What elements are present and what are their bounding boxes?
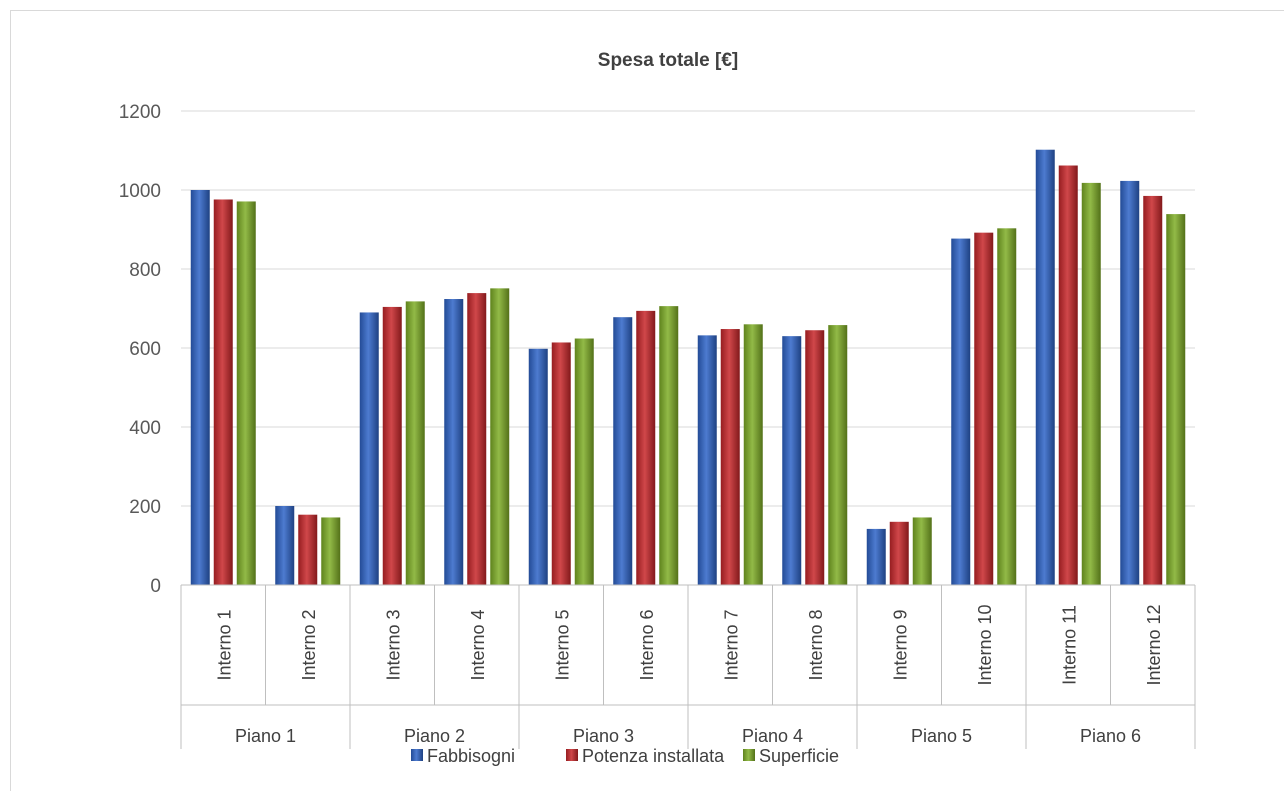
bar-fabbisogni <box>1035 149 1055 585</box>
bar-potenza-installata <box>1143 195 1163 586</box>
y-tick-label: 600 <box>129 339 161 360</box>
bar-fabbisogni <box>444 299 464 585</box>
bar-potenza-installata <box>1058 165 1078 585</box>
bar-superficie <box>828 325 848 585</box>
bar-potenza-installata <box>720 329 740 585</box>
legend-swatch <box>566 749 578 761</box>
y-tick-label: 1000 <box>119 181 161 202</box>
category-label: Interno 5 <box>552 609 572 680</box>
bar-fabbisogni <box>613 317 633 585</box>
bar-superficie <box>236 201 256 585</box>
bar-potenza-installata <box>974 232 994 585</box>
group-label: Piano 4 <box>742 726 803 746</box>
bar-potenza-installata <box>213 199 233 586</box>
bar-fabbisogni <box>866 528 886 585</box>
category-label: Interno 3 <box>383 609 403 680</box>
bar-fabbisogni <box>951 238 971 585</box>
bar-chart: Spesa totale [€] 0 200 400 600 800 1000 1200 I… <box>119 50 1196 766</box>
category-label: Interno 11 <box>1059 605 1079 685</box>
bars <box>190 149 1186 586</box>
y-tick-label: 800 <box>129 260 161 281</box>
bar-potenza-installata <box>636 310 656 585</box>
bar-fabbisogni <box>697 335 717 585</box>
bar-potenza-installata <box>298 514 318 585</box>
bar-superficie <box>321 517 341 585</box>
bar-superficie <box>574 338 594 585</box>
legend-label: Potenza installata <box>582 746 725 766</box>
y-tick-label: 400 <box>129 418 161 439</box>
group-label: Piano 1 <box>235 726 296 746</box>
bar-potenza-installata <box>382 306 402 585</box>
chart-title: Spesa totale [€] <box>598 50 738 71</box>
x-axis: Interno 1 Interno 2 Interno 3 Interno 4 Inte… <box>180 584 1196 749</box>
category-label: Interno 6 <box>637 609 657 680</box>
bar-superficie <box>490 288 510 585</box>
bar-potenza-installata <box>805 330 825 585</box>
bar-fabbisogni <box>528 348 548 585</box>
legend-label: Fabbisogni <box>427 746 515 766</box>
bar-fabbisogni <box>1120 180 1140 586</box>
bar-superficie <box>912 517 932 585</box>
category-label: Interno 8 <box>806 609 826 680</box>
y-tick-label: 200 <box>129 497 161 518</box>
bar-superficie <box>1081 182 1101 585</box>
category-label: Interno 10 <box>975 604 995 685</box>
legend: Fabbisogni Potenza installata Superficie <box>411 746 839 766</box>
bar-potenza-installata <box>889 521 909 585</box>
group-label: Piano 3 <box>573 726 634 746</box>
y-axis-ticks: 0 200 400 600 800 1000 1200 <box>119 102 161 597</box>
bar-potenza-installata <box>467 293 487 585</box>
bar-fabbisogni <box>190 190 210 585</box>
bar-fabbisogni <box>782 336 802 585</box>
bar-superficie <box>405 301 425 585</box>
category-label: Interno 2 <box>299 609 319 680</box>
bar-fabbisogni <box>359 312 379 585</box>
category-label: Interno 4 <box>468 609 488 680</box>
legend-label: Superficie <box>759 746 839 766</box>
category-label: Interno 9 <box>890 609 910 680</box>
gridlines <box>181 110 1195 507</box>
group-label: Piano 6 <box>1080 726 1141 746</box>
chart-frame: Spesa totale [€] 0 200 400 600 800 1000 1200 I… <box>10 10 1284 791</box>
category-label: Interno 1 <box>214 609 234 680</box>
category-label: Interno 7 <box>721 609 741 680</box>
y-tick-label: 0 <box>150 576 161 597</box>
legend-swatch <box>743 749 755 761</box>
bar-superficie <box>997 228 1017 585</box>
legend-swatch <box>411 749 423 761</box>
bar-superficie <box>1166 214 1186 585</box>
bar-superficie <box>743 324 763 585</box>
group-label: Piano 2 <box>404 726 465 746</box>
bar-potenza-installata <box>551 342 571 585</box>
bar-fabbisogni <box>275 506 295 585</box>
category-label: Interno 12 <box>1144 604 1164 685</box>
y-tick-label: 1200 <box>119 102 161 123</box>
group-label: Piano 5 <box>911 726 972 746</box>
bar-superficie <box>659 306 679 585</box>
